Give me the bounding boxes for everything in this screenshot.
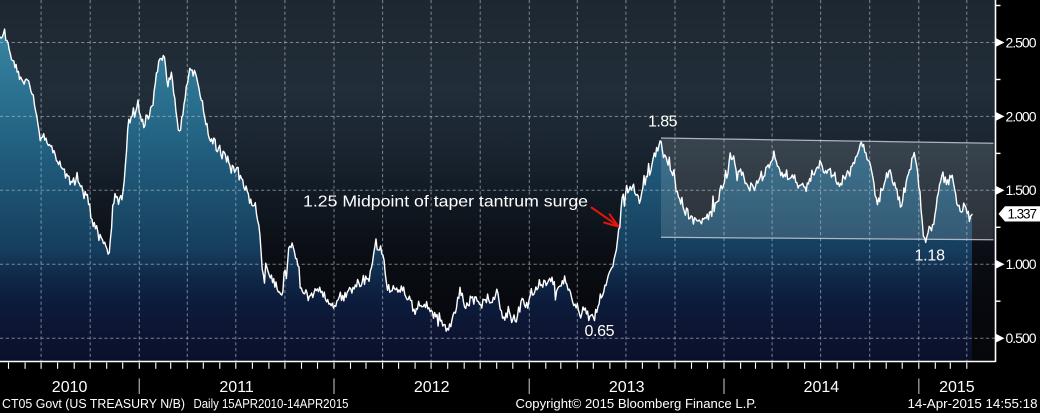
svg-text:2.500: 2.500 [1006,34,1037,50]
svg-text:2011: 2011 [219,379,254,396]
svg-text:2012: 2012 [414,379,450,396]
svg-text:14-Apr-2015 14:55:18: 14-Apr-2015 14:55:18 [908,396,1038,411]
svg-text:2013: 2013 [609,379,645,396]
svg-text:2010: 2010 [52,379,88,396]
svg-text:CT05 Govt (US TREASURY N/B): CT05 Govt (US TREASURY N/B) [2,396,185,411]
svg-text:2015: 2015 [939,379,975,396]
svg-text:1.000: 1.000 [1006,256,1037,272]
svg-text:1.85: 1.85 [648,113,678,130]
svg-text:Daily 15APR2010-14APR2015: Daily 15APR2010-14APR2015 [194,396,349,411]
svg-text:Copyright© 2015 Bloomberg Fina: Copyright© 2015 Bloomberg Finance L.P. [516,396,758,411]
svg-text:0.500: 0.500 [1006,330,1037,346]
svg-text:0.65: 0.65 [585,323,615,340]
svg-text:1.500: 1.500 [1006,182,1037,198]
svg-text:2.000: 2.000 [1006,108,1037,124]
svg-text:1.337: 1.337 [1008,206,1038,221]
svg-text:2014: 2014 [804,379,840,396]
svg-text:1.25 Midpoint of taper tantrum: 1.25 Midpoint of taper tantrum surge [303,193,588,210]
svg-text:1.18: 1.18 [915,247,946,264]
